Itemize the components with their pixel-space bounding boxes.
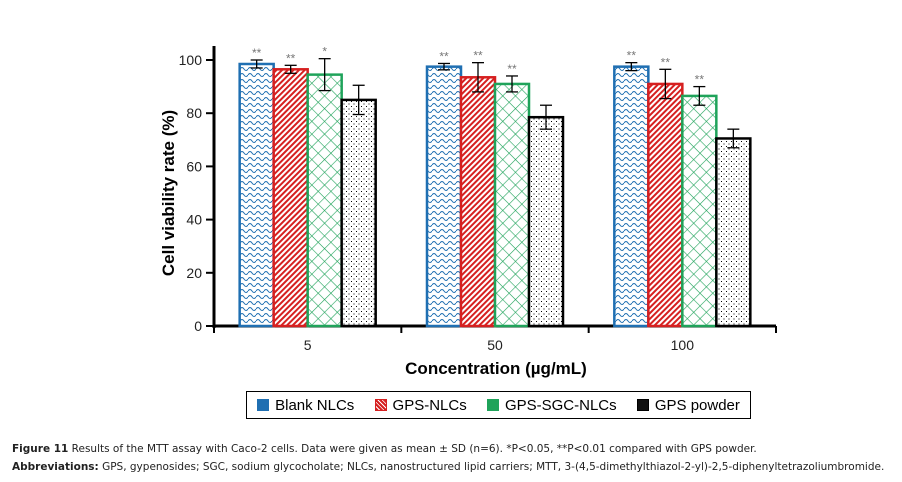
x-tick-label: 100 [671, 337, 695, 353]
swatch-diagonal-icon [374, 399, 387, 411]
legend-item-gps-powder: GPS powder [636, 396, 740, 414]
bar [340, 98, 377, 328]
significance-label: ** [286, 51, 296, 65]
legend-label: Blank NLCs [275, 396, 355, 414]
x-axis-label: Concentration (µg/mL) [405, 359, 587, 378]
legend-label: GPS powder [654, 396, 740, 414]
x-tick-label: 5 [304, 337, 312, 353]
bar [272, 68, 309, 328]
legend-label: GPS-NLCs [392, 396, 467, 414]
bar [613, 65, 650, 328]
significance-label: ** [439, 49, 449, 63]
bar [647, 82, 684, 328]
bar [306, 73, 343, 328]
x-tick-label: 50 [487, 337, 503, 353]
bar [493, 82, 531, 328]
bar [715, 137, 752, 328]
significance-label: ** [252, 46, 262, 60]
legend-item-gps-nlcs: GPS-NLCs [374, 396, 467, 414]
bar [238, 62, 275, 328]
y-tick-label: 80 [186, 105, 202, 121]
bar [527, 115, 565, 328]
bar [425, 65, 463, 328]
y-tick-label: 20 [186, 265, 202, 281]
abbreviations-label: Abbreviations: [12, 461, 99, 473]
figure-label: Figure 11 [12, 443, 69, 455]
abbreviations: Abbreviations: GPS, gypenosides; SGC, so… [12, 461, 884, 473]
legend-label: GPS-SGC-NLCs [504, 396, 617, 414]
significance-label: ** [695, 73, 705, 87]
y-tick-label: 100 [179, 52, 203, 68]
bar [459, 76, 497, 328]
significance-label: ** [507, 62, 517, 76]
bars: ** ** * ** ****** **** [238, 45, 752, 328]
y-axis-label: Cell viability rate (%) [159, 110, 178, 276]
swatch-wave-icon [257, 399, 270, 411]
y-tick-label: 40 [186, 212, 202, 228]
figure-caption: Figure 11 Results of the MTT assay with … [12, 443, 757, 455]
swatch-dots-icon [636, 399, 649, 411]
abbreviations-text: GPS, gypenosides; SGC, sodium glycochola… [98, 461, 885, 473]
significance-label: ** [627, 49, 637, 63]
figure-text: Results of the MTT assay with Caco-2 cel… [68, 443, 757, 455]
significance-label: ** [661, 55, 671, 69]
legend-item-gps-sgc-nlcs: GPS-SGC-NLCs [486, 396, 617, 414]
significance-label: * [322, 45, 327, 59]
bar [681, 94, 718, 328]
y-tick-label: 60 [186, 158, 202, 174]
legend-item-blank-nlcs: Blank NLCs [257, 397, 354, 414]
legend: Blank NLCs GPS-NLCs GPS-SGC-NLCs GPS pow… [246, 391, 751, 419]
significance-label: ** [473, 49, 483, 63]
y-tick-label: 0 [194, 318, 202, 334]
swatch-crosshatch-icon [486, 399, 499, 411]
